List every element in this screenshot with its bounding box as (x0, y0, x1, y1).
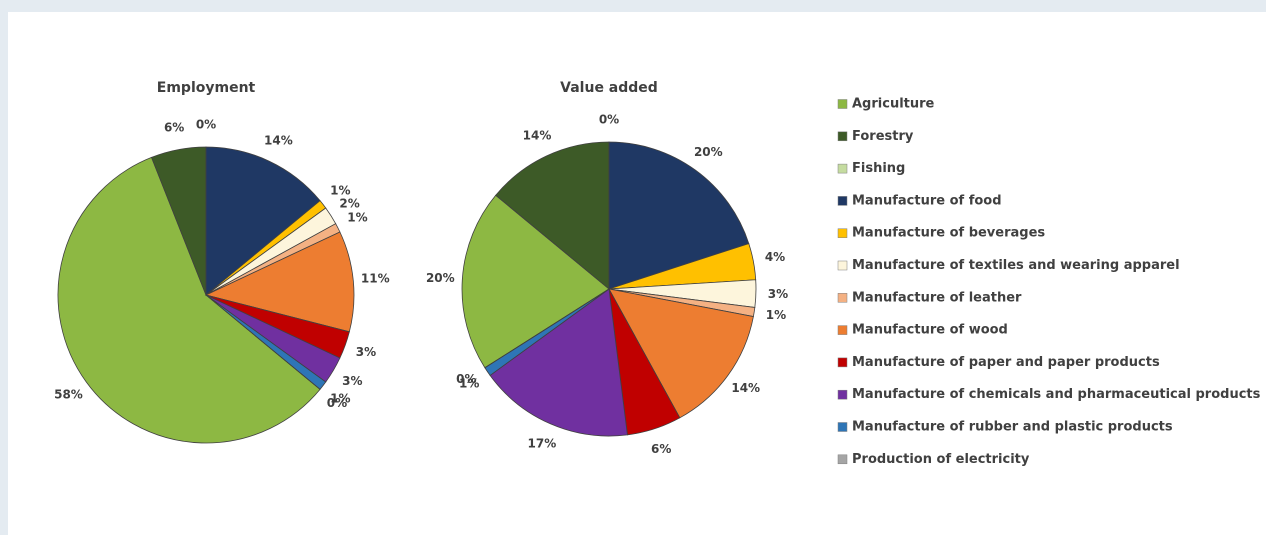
slice-label: 58% (54, 387, 83, 401)
legend-label: Fishing (852, 161, 905, 176)
legend-swatch (837, 99, 848, 109)
slice-label: 6% (651, 442, 671, 456)
pie-slice (57, 156, 321, 444)
legend-swatch (837, 260, 848, 271)
pie-slice (608, 141, 750, 290)
slice-label: 14% (523, 129, 552, 143)
legend-swatch (837, 228, 848, 238)
chart-title: Value added (560, 80, 658, 96)
slice-label: 14% (731, 381, 760, 395)
legend-label: Manufacture of food (852, 193, 1002, 208)
legend-label: Manufacture of beverages (852, 226, 1045, 241)
pie-slice (205, 146, 321, 296)
slice-label: 17% (528, 437, 557, 451)
pie-slice (489, 288, 628, 437)
pie-slice (495, 141, 610, 290)
legend-label: Production of electricity (852, 452, 1030, 467)
legend-swatch (837, 163, 848, 174)
pie-slice (205, 294, 327, 390)
legend-swatch (837, 293, 848, 303)
slice-label: 0% (327, 396, 347, 410)
pie-slice (461, 194, 610, 369)
slice-label: 6% (164, 121, 184, 135)
slice-label: 4% (765, 250, 785, 264)
slice-label: 0% (599, 113, 619, 127)
pie-slice (484, 288, 610, 376)
pie-slice (204, 231, 355, 333)
legend-label: Manufacture of wood (852, 323, 1008, 338)
pie-slice (608, 288, 754, 419)
legend-label: Manufacture of paper and paper products (852, 355, 1160, 370)
legend-label: Manufacture of rubber and plastic produc… (852, 420, 1173, 435)
legend-label: Forestry (852, 129, 914, 144)
legend-swatch (837, 454, 848, 465)
slice-label: 0% (196, 118, 216, 132)
legend-swatch (837, 422, 848, 432)
legend-label: Manufacture of leather (852, 290, 1022, 305)
slice-label: 1% (766, 308, 786, 322)
legend-swatch (837, 357, 848, 368)
legend-label: Agriculture (852, 97, 935, 112)
legend-swatch (837, 196, 848, 206)
slice-label: 3% (356, 345, 376, 359)
slice-label: 11% (361, 272, 390, 286)
legend-label: Manufacture of textiles and wearing appa… (852, 258, 1180, 273)
slice-label: 1% (330, 183, 350, 197)
slice-label: 1% (330, 392, 350, 406)
chart-title: Employment (157, 80, 256, 96)
slice-label: 1% (347, 210, 367, 224)
slice-label: 1% (459, 376, 479, 390)
slice-label: 14% (264, 134, 293, 148)
slice-label: 20% (426, 271, 455, 285)
slice-label: 20% (694, 145, 723, 159)
legend-swatch (837, 325, 848, 335)
slice-label: 3% (768, 287, 788, 301)
slice-label: 3% (342, 374, 362, 388)
legend-swatch (837, 389, 848, 400)
legend-label: Manufacture of chemicals and pharmaceuti… (852, 387, 1261, 402)
slice-label: 2% (339, 196, 359, 210)
legend-swatch (837, 131, 848, 142)
slice-label: 0% (456, 372, 476, 386)
